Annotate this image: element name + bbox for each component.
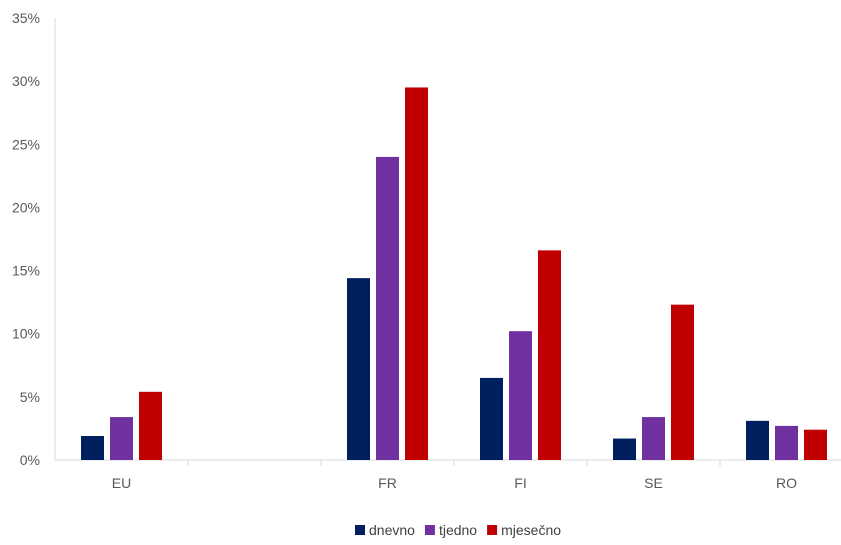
legend-label: dnevno bbox=[369, 522, 415, 538]
bars bbox=[81, 87, 827, 460]
bar-dnevno-fr bbox=[347, 278, 370, 460]
legend-label: tjedno bbox=[439, 522, 477, 538]
y-tick-label: 30% bbox=[12, 73, 40, 89]
bar-mjesečno-fr bbox=[405, 87, 428, 460]
bar-tjedno-ro bbox=[775, 425, 798, 460]
bar-tjedno-fi bbox=[509, 331, 532, 460]
legend-swatch bbox=[424, 525, 435, 535]
x-tick-labels: EU FR FI SE RO bbox=[112, 475, 797, 491]
x-tick-label: RO bbox=[776, 475, 797, 491]
y-tick-label: 20% bbox=[12, 199, 40, 215]
x-tick-label: FR bbox=[378, 475, 397, 491]
legend-label: mjesečno bbox=[501, 522, 561, 538]
bar-mjesečno-ro bbox=[804, 429, 827, 460]
y-tick-label: 5% bbox=[20, 389, 40, 405]
y-tick-label: 25% bbox=[12, 136, 40, 152]
bar-dnevno-eu bbox=[81, 436, 104, 460]
bar-dnevno-fi bbox=[480, 377, 503, 460]
bar-dnevno-ro bbox=[746, 420, 769, 460]
bar-tjedno-fr bbox=[376, 156, 399, 460]
legend-swatch bbox=[487, 525, 498, 535]
y-tick-label: 15% bbox=[12, 263, 40, 279]
axes bbox=[54, 18, 841, 466]
bar-tjedno-se bbox=[642, 417, 665, 460]
y-tick-label: 10% bbox=[12, 326, 40, 342]
y-tick-label: 0% bbox=[20, 452, 40, 468]
x-tick-label: SE bbox=[644, 475, 663, 491]
bar-tjedno-eu bbox=[110, 417, 133, 460]
y-tick-label: 35% bbox=[12, 10, 40, 26]
y-tick-labels: 0% 5% 10% 15% 20% 25% 30% 35% bbox=[12, 10, 40, 468]
bar-mjesečno-eu bbox=[139, 391, 162, 460]
bar-dnevno-se bbox=[613, 438, 636, 460]
x-tick-label: FI bbox=[514, 475, 526, 491]
legend: dnevno tjedno mjesečno bbox=[355, 522, 561, 538]
bar-mjesečno-fi bbox=[538, 250, 561, 460]
legend-swatch bbox=[355, 525, 365, 535]
x-tick-label: EU bbox=[112, 475, 131, 491]
bar-mjesečno-se bbox=[671, 304, 694, 460]
